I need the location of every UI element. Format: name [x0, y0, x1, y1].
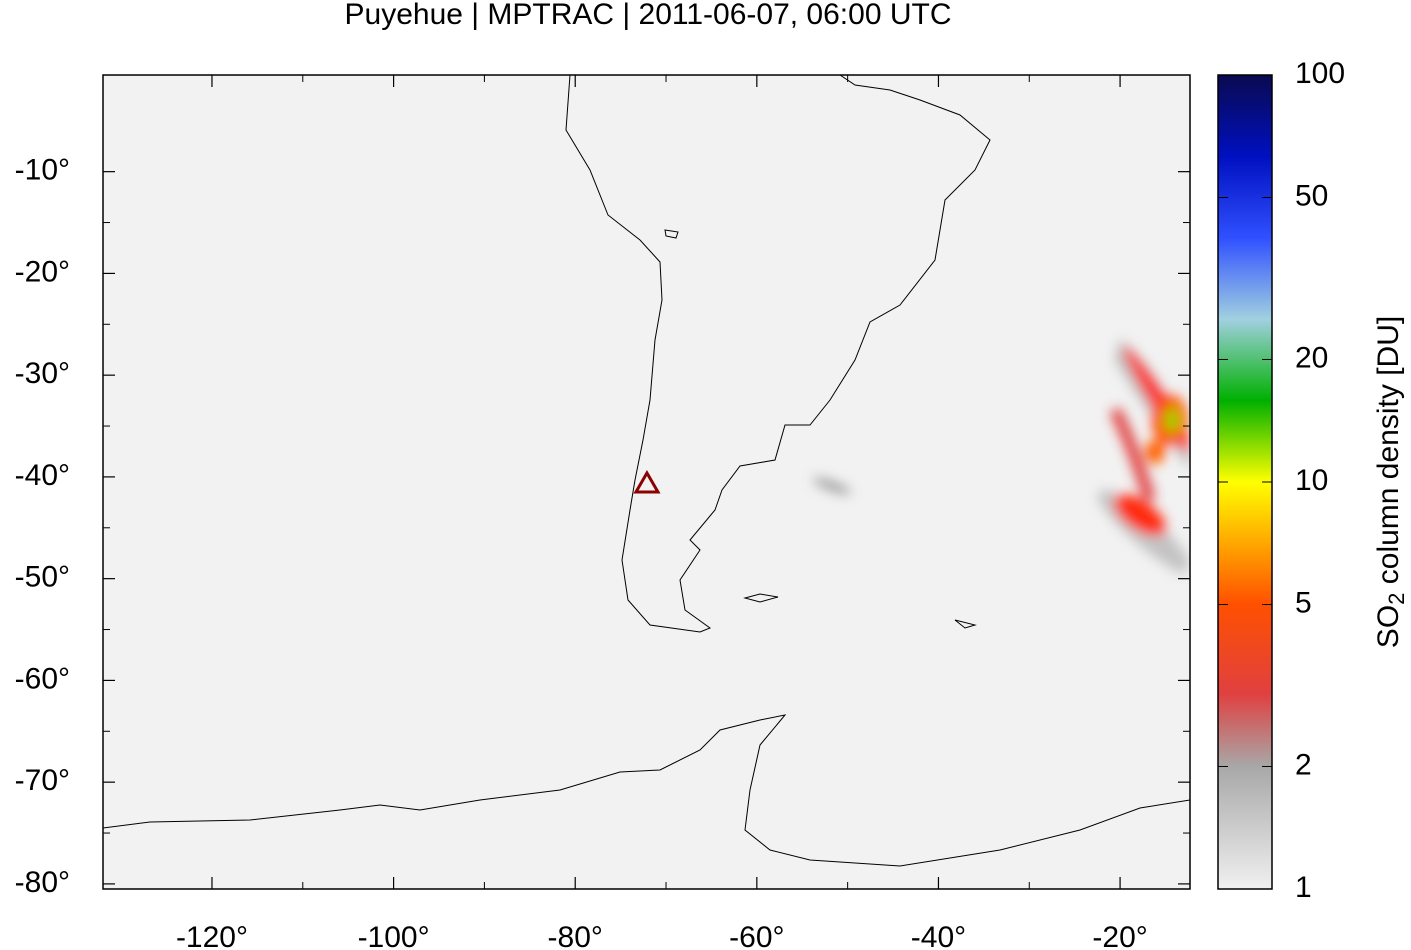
colorbar-tick-label: 100: [1295, 57, 1345, 90]
colorbar-label-part: SO: [1372, 605, 1405, 648]
y-tick-label: -10°: [15, 154, 70, 187]
colorbar-label-part: column density [DU]: [1372, 316, 1405, 593]
x-tick-label: -60°: [729, 921, 784, 950]
x-tick-label: -100°: [358, 921, 430, 950]
y-tick-label: -60°: [15, 662, 70, 695]
colorbar-label: SO2 column density [DU]: [1372, 316, 1409, 648]
colorbar-tick-label: 5: [1295, 586, 1312, 619]
y-tick-label: -50°: [15, 561, 70, 594]
y-tick-label: -80°: [15, 866, 70, 899]
x-tick-label: -20°: [1092, 921, 1147, 950]
so2-plume: [813, 340, 1190, 575]
chart-title: Puyehue | MPTRAC | 2011-06-07, 06:00 UTC: [345, 0, 952, 31]
colorbar-tick-label: 20: [1295, 341, 1328, 374]
y-tick-label: -40°: [15, 459, 70, 492]
x-tick-label: -120°: [176, 921, 248, 950]
x-tick-label: -80°: [548, 921, 603, 950]
y-tick-label: -30°: [15, 357, 70, 390]
y-tick-label: -70°: [15, 764, 70, 797]
colorbar-label-subscript: 2: [1384, 593, 1409, 605]
colorbar-tick-label: 1: [1295, 871, 1312, 904]
y-tick-label: -20°: [15, 255, 70, 288]
plot-frame: [102, 74, 1191, 890]
colorbar-tick-label: 2: [1295, 748, 1312, 781]
volcano-marker: [633, 470, 661, 494]
colorbar-tick-label: 10: [1295, 464, 1328, 497]
coastlines: [103, 75, 1190, 867]
map-area: [103, 75, 1190, 889]
colorbar-tick-label: 50: [1295, 179, 1328, 212]
x-tick-label: -40°: [911, 921, 966, 950]
